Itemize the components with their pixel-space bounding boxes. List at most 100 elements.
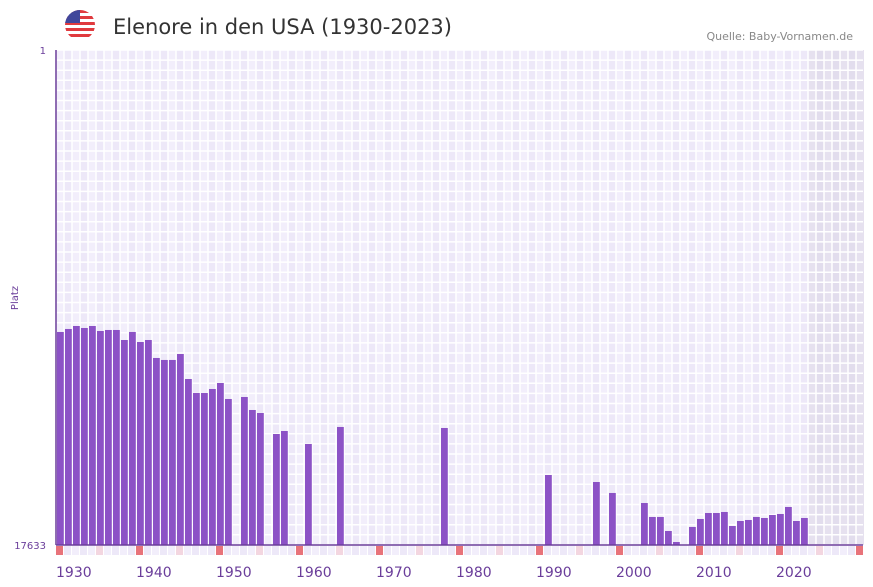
grid-column	[768, 50, 776, 545]
year-marker	[592, 546, 599, 555]
year-marker	[704, 546, 711, 555]
year-marker	[824, 546, 831, 555]
year-marker	[512, 546, 519, 555]
year-marker	[96, 546, 103, 555]
bar-1957	[273, 433, 280, 545]
bar-2022	[793, 520, 800, 545]
year-marker	[648, 546, 655, 555]
bar-2021	[785, 506, 792, 545]
bar-1945	[177, 353, 184, 545]
grid-column	[592, 50, 600, 545]
year-marker	[120, 546, 127, 555]
year-marker	[184, 546, 191, 555]
decade-markers	[56, 546, 863, 555]
grid-column	[144, 50, 152, 545]
grid-column	[784, 50, 792, 545]
grid-column	[600, 50, 608, 545]
x-tick-label: 2010	[696, 565, 732, 581]
year-marker	[232, 546, 239, 555]
grid-column	[352, 50, 360, 545]
year-marker	[256, 546, 263, 555]
grid-column	[200, 50, 208, 545]
year-marker	[800, 546, 807, 555]
year-marker	[544, 546, 551, 555]
year-marker	[64, 546, 71, 555]
grid-column	[624, 50, 632, 545]
year-marker	[760, 546, 767, 555]
year-marker	[288, 546, 295, 555]
year-marker	[752, 546, 759, 555]
grid-column	[80, 50, 88, 545]
grid-column	[264, 50, 272, 545]
grid-column	[192, 50, 200, 545]
bars	[57, 325, 808, 545]
bar-1978	[441, 427, 448, 545]
grid-column	[688, 50, 696, 545]
grid-column	[248, 50, 256, 545]
year-marker	[176, 546, 183, 555]
bar-1943	[161, 359, 168, 545]
grid-column	[184, 50, 192, 545]
grid-column	[384, 50, 392, 545]
year-marker	[504, 546, 511, 555]
year-marker	[264, 546, 271, 555]
year-marker	[560, 546, 567, 555]
grid-column	[520, 50, 528, 545]
grid-column	[320, 50, 328, 545]
grid-column	[424, 50, 432, 545]
bar-2016	[745, 519, 752, 545]
year-marker	[192, 546, 199, 555]
year-marker	[248, 546, 255, 555]
bar-1947	[193, 392, 200, 545]
x-tick-label: 1950	[216, 565, 252, 581]
grid-column	[120, 50, 128, 545]
grid-column	[96, 50, 104, 545]
year-marker	[848, 546, 855, 555]
year-marker	[696, 546, 703, 555]
x-tick-label: 1980	[456, 565, 492, 581]
x-tick-label: 1930	[56, 565, 92, 581]
grid-column	[168, 50, 176, 545]
year-marker	[400, 546, 407, 555]
year-marker	[296, 546, 303, 555]
grid-column	[360, 50, 368, 545]
year-marker	[488, 546, 495, 555]
year-marker	[368, 546, 375, 555]
grid-column	[752, 50, 760, 545]
bar-1930	[57, 331, 64, 545]
bar-1948	[201, 392, 208, 545]
bar-1931	[65, 328, 72, 545]
x-tick-label: 1970	[376, 565, 412, 581]
bar-2013	[721, 511, 728, 545]
grid-column	[136, 50, 144, 545]
grid-column	[272, 50, 280, 545]
bar-1933	[81, 327, 88, 545]
grid-column	[408, 50, 416, 545]
bar-2006	[665, 530, 672, 545]
grid-column	[824, 50, 832, 545]
year-marker	[200, 546, 207, 555]
year-marker	[640, 546, 647, 555]
year-marker	[168, 546, 175, 555]
grid-column	[104, 50, 112, 545]
year-marker	[472, 546, 479, 555]
year-marker	[552, 546, 559, 555]
year-marker	[680, 546, 687, 555]
year-marker	[160, 546, 167, 555]
bar-2023	[801, 517, 808, 545]
year-marker	[576, 546, 583, 555]
bar-2005	[657, 516, 664, 545]
grid-column	[288, 50, 296, 545]
year-marker	[528, 546, 535, 555]
grid-column	[56, 50, 64, 545]
year-marker	[136, 546, 143, 555]
grid-column	[152, 50, 160, 545]
bar-2018	[761, 517, 768, 545]
year-marker	[856, 546, 863, 555]
bar-1937	[113, 329, 120, 545]
bar-1939	[129, 331, 136, 545]
year-marker	[432, 546, 439, 555]
bar-2017	[753, 516, 760, 545]
grid-column	[224, 50, 232, 545]
x-tick-label: 2020	[776, 565, 812, 581]
